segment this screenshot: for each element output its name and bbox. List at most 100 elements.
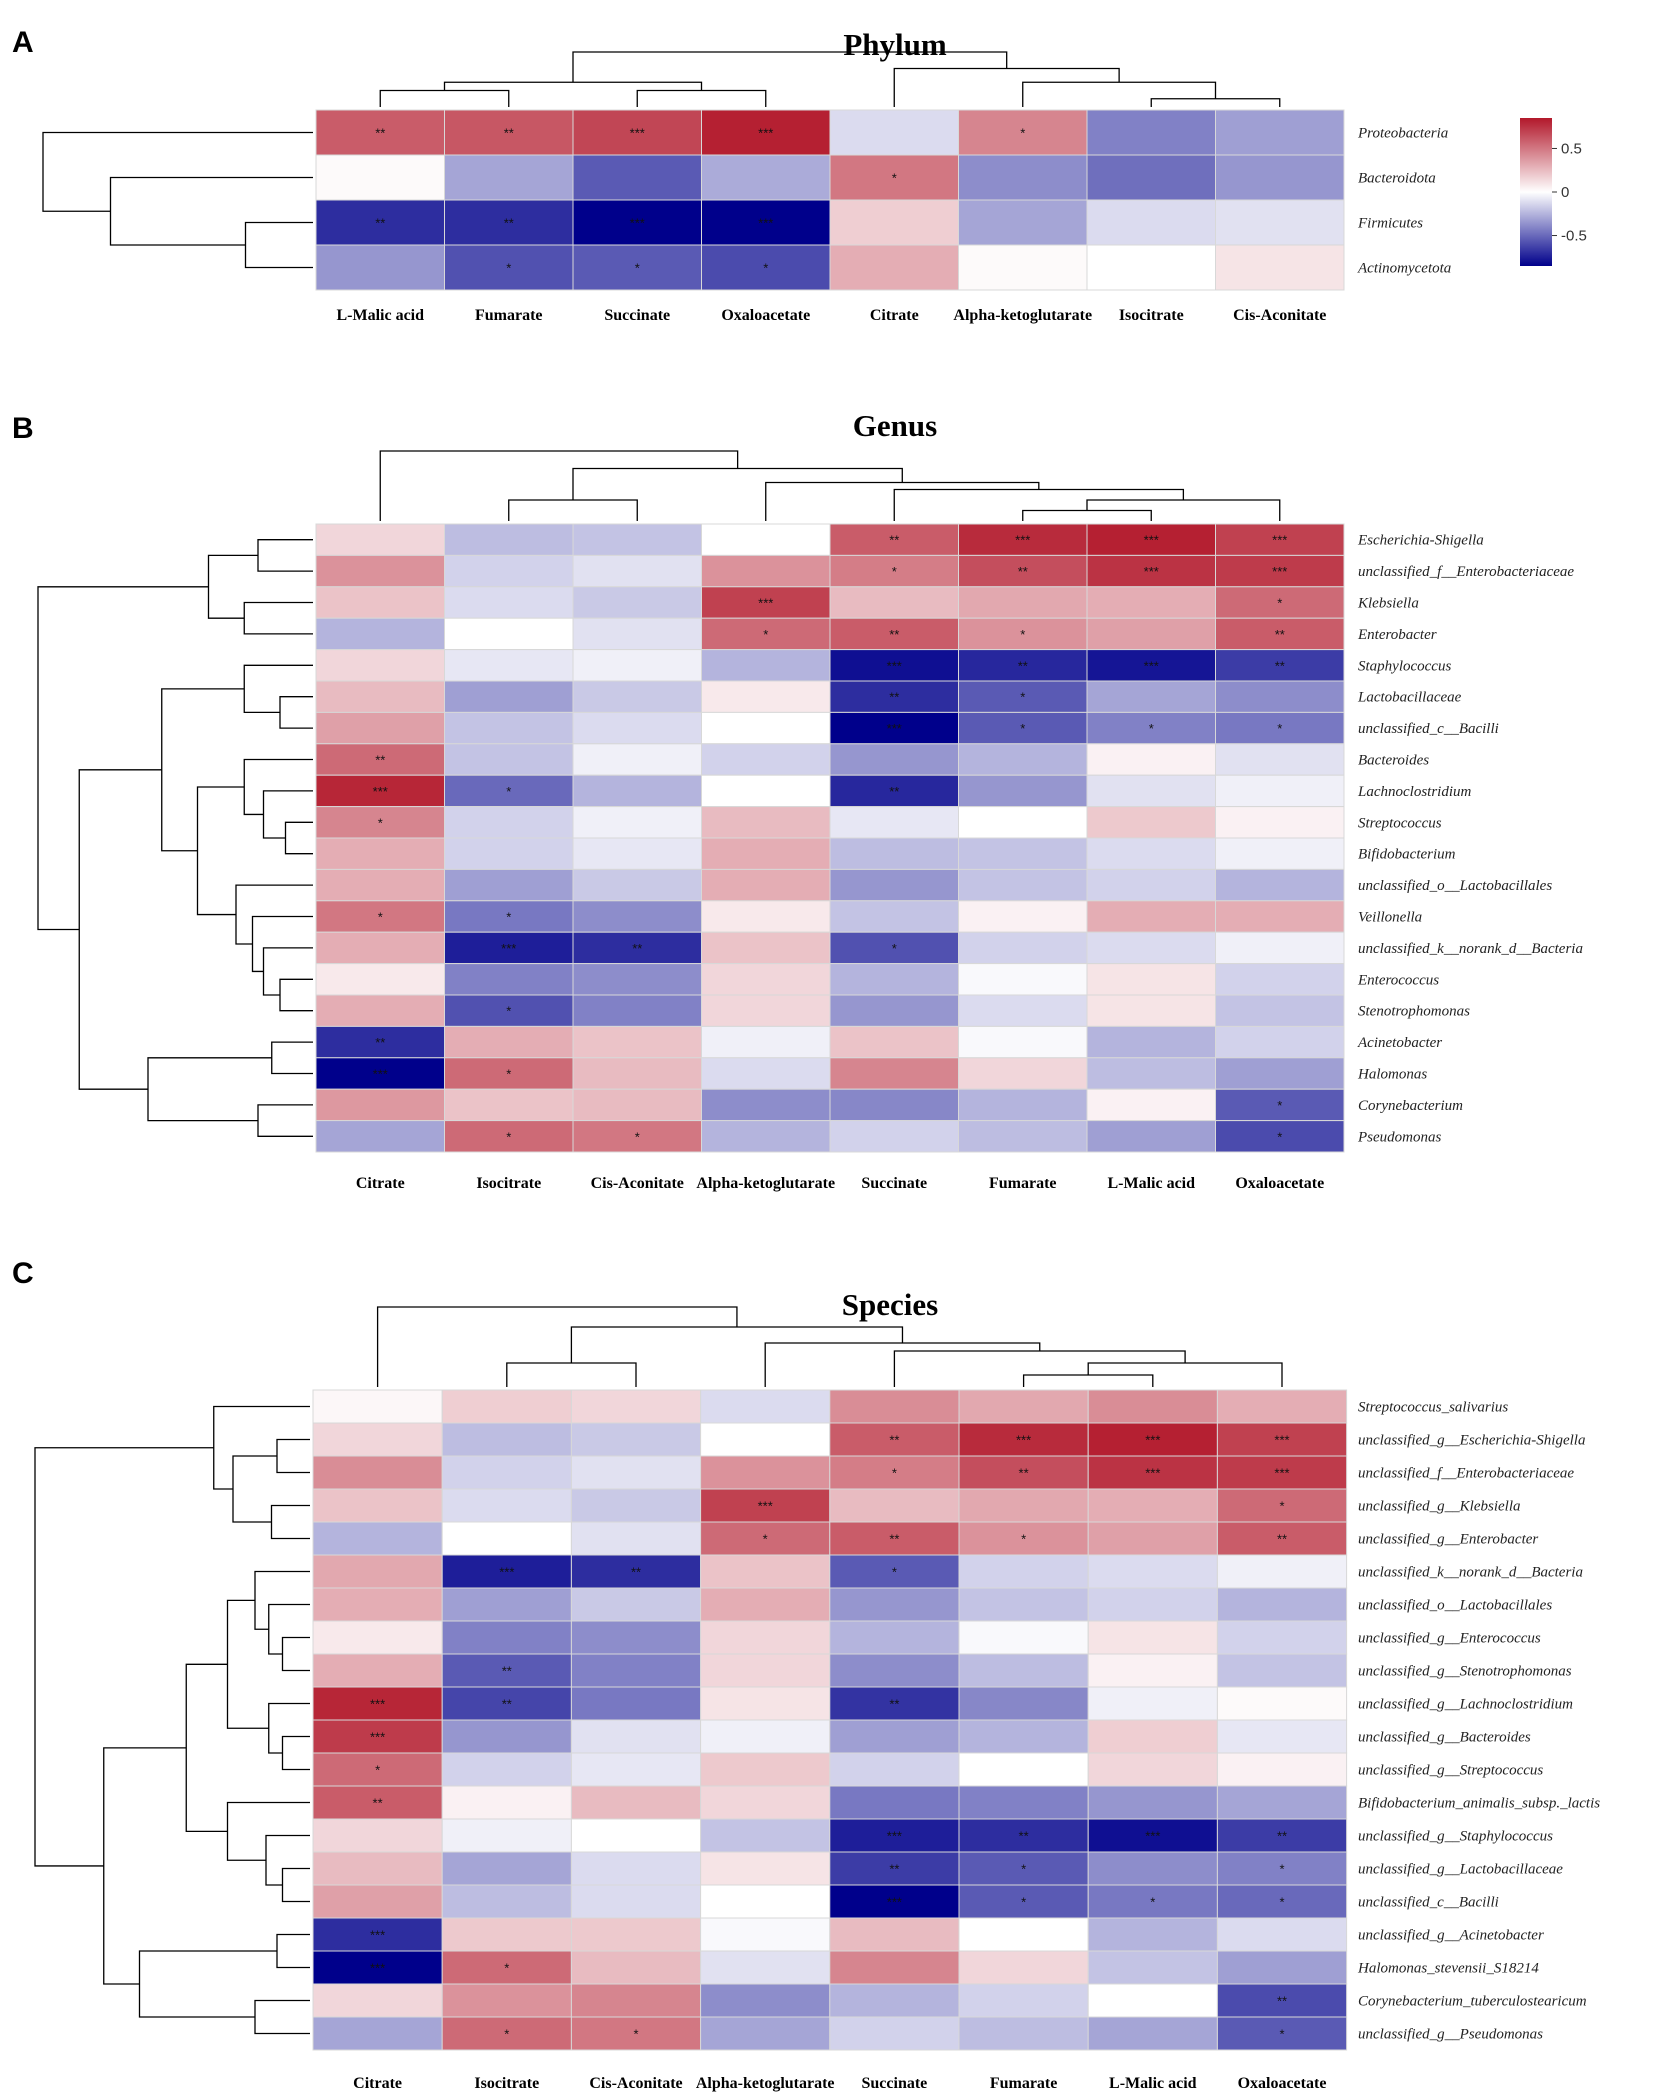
heatmap-cell — [829, 1785, 960, 1820]
heatmap-cell — [829, 199, 959, 246]
heatmap-cell — [570, 1785, 702, 1820]
heatmap-cell — [572, 109, 702, 156]
heatmap-cell — [829, 1422, 960, 1457]
heatmap-cell — [700, 1455, 831, 1490]
column-dendrogram-branch — [379, 89, 510, 107]
heatmap-cell — [312, 1620, 443, 1655]
heatmap-cell — [572, 711, 702, 745]
significance-label: *** — [758, 1499, 773, 1514]
colorbar-tick-label: -0.5 — [1561, 228, 1587, 245]
heatmap-cell — [829, 1950, 960, 1985]
heatmap-cell — [1215, 244, 1345, 291]
heatmap-cell — [441, 1719, 572, 1754]
row-dendrogram-branch — [270, 1504, 310, 1540]
panel-title: Genus — [853, 408, 937, 443]
heatmap-cell — [1087, 1653, 1218, 1688]
heatmap-cell — [958, 554, 1088, 588]
heatmap-cell — [829, 1521, 960, 1556]
heatmap-cell — [572, 837, 702, 870]
heatmap-cell — [315, 617, 445, 651]
heatmap-cell — [1216, 1752, 1348, 1787]
row-dendrogram-branch — [109, 176, 313, 246]
heatmap-cell — [572, 963, 702, 996]
heatmap-cell — [958, 649, 1088, 682]
significance-label: * — [892, 171, 897, 186]
row-label: Firmicutes — [1357, 216, 1423, 232]
significance-label: * — [506, 1004, 511, 1019]
heatmap-cell — [829, 1620, 960, 1655]
significance-label: * — [1277, 721, 1282, 736]
heatmap-cell — [700, 1752, 831, 1787]
heatmap-cell — [1087, 2016, 1218, 2051]
heatmap-cell — [441, 1785, 572, 1820]
heatmap-cell — [700, 1917, 831, 1952]
heatmap-cell — [1086, 244, 1216, 291]
significance-label: * — [892, 941, 897, 956]
heatmap-cell — [1087, 1587, 1218, 1622]
heatmap-cell — [1087, 1488, 1218, 1523]
column-dendrogram-branch — [570, 1326, 904, 1363]
heatmap-cell — [572, 774, 702, 808]
significance-label: *** — [1144, 564, 1159, 579]
heatmap-cell — [1086, 994, 1216, 1027]
heatmap-cell — [570, 1488, 702, 1523]
column-dendrogram-branch — [893, 67, 1120, 107]
heatmap-cell — [1087, 1521, 1218, 1556]
heatmap-cell — [829, 963, 959, 996]
row-label: Proteobacteria — [1357, 126, 1448, 142]
column-label: Alpha-ketoglutarate — [953, 307, 1092, 324]
heatmap-cell — [958, 1422, 1089, 1457]
heatmap-cell — [1086, 1120, 1216, 1153]
row-dendrogram-branch — [243, 758, 313, 816]
heatmap-cell — [700, 1785, 831, 1820]
significance-label: ** — [889, 1433, 899, 1448]
significance-label: ** — [502, 1697, 512, 1712]
heatmap-cell — [1215, 109, 1345, 156]
heatmap-cell — [829, 109, 959, 156]
column-dendrogram-branch — [443, 81, 703, 91]
column-label: L-Malic acid — [1107, 1175, 1195, 1192]
heatmap-cell — [441, 2016, 572, 2051]
row-dendrogram-branch — [161, 688, 245, 852]
heatmap-cell — [1216, 2016, 1348, 2051]
heatmap-cell — [958, 1719, 1089, 1754]
row-label: unclassified_o__Lactobacillales — [1358, 878, 1552, 894]
row-dendrogram-branch — [284, 821, 313, 855]
significance-label: ** — [1275, 627, 1285, 642]
heatmap-cell — [958, 523, 1088, 556]
heatmap-cell — [312, 1950, 443, 1985]
column-dendrogram-branch — [893, 1350, 1186, 1387]
significance-label: * — [1150, 1895, 1155, 1910]
row-dendrogram-branch — [257, 1104, 313, 1137]
heatmap-cell — [444, 523, 574, 556]
heatmap-cell — [1087, 1785, 1218, 1820]
heatmap-cell — [312, 1422, 443, 1457]
heatmap-cell — [958, 1488, 1089, 1523]
significance-label: ** — [504, 126, 514, 141]
colorbar-tick-label: 0.5 — [1561, 140, 1582, 157]
row-dendrogram-branch — [37, 586, 209, 931]
heatmap-cell — [829, 1818, 960, 1853]
row-label: unclassified_k__norank_d__Bacteria — [1358, 1565, 1583, 1581]
heatmap-cell — [312, 1752, 443, 1787]
row-label: unclassified_g__Stenotrophomonas — [1358, 1664, 1572, 1680]
significance-label: * — [892, 564, 897, 579]
heatmap-cell — [1086, 109, 1216, 156]
heatmap-cell — [441, 1686, 572, 1721]
heatmap-cell — [1216, 1917, 1348, 1952]
significance-label: ** — [889, 1532, 899, 1547]
heatmap-cell — [829, 649, 959, 682]
column-label: Cis-Aconitate — [591, 1175, 684, 1192]
heatmap-cell — [444, 649, 574, 682]
heatmap-cell — [958, 617, 1088, 651]
significance-label: ** — [375, 126, 385, 141]
heatmap-cell — [1216, 1488, 1348, 1523]
heatmap-cell — [444, 109, 574, 156]
heatmap-cell — [701, 743, 831, 776]
heatmap-cell — [441, 1917, 572, 1952]
row-label: Acinetobacter — [1357, 1035, 1442, 1051]
row-label: Escherichia-Shigella — [1357, 533, 1484, 549]
heatmap-cell — [315, 680, 445, 713]
heatmap-cell — [315, 994, 445, 1027]
heatmap-cell — [829, 1488, 960, 1523]
